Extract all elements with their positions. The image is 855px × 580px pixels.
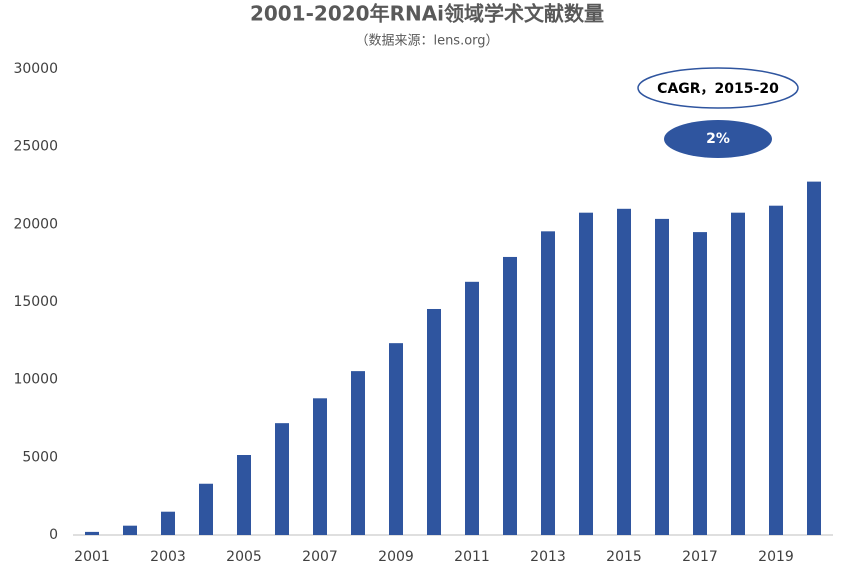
x-tick-label: 2019 [758,549,794,565]
y-tick-label: 0 [49,527,58,543]
bar [503,256,517,535]
chart-subtitle: （数据来源：lens.org） [355,34,498,49]
x-tick-label: 2001 [74,549,110,565]
bar [769,205,783,535]
bar [807,181,821,535]
y-tick-label: 25000 [13,139,58,155]
bar [693,232,707,535]
bar [579,212,593,535]
bar [313,398,327,535]
annotation-bubble [637,67,799,109]
annotation: 2% [706,131,730,147]
y-tick-label: 5000 [22,449,58,465]
bar [85,531,99,535]
annotation-bubble [664,120,772,158]
x-tick-label: 2009 [378,549,414,565]
x-tick-label: 2015 [606,549,642,565]
x-tick-label: 2005 [226,549,262,565]
bar [617,208,631,536]
y-tick-label: 30000 [13,61,58,77]
bar [351,371,365,535]
bar [427,308,441,535]
bar [161,511,175,535]
bar [465,281,479,535]
x-tick-label: 2003 [150,549,186,565]
bar [237,455,251,535]
y-tick-label: 10000 [13,372,58,388]
x-tick-label: 2013 [530,549,566,565]
y-tick-label: 20000 [13,216,58,232]
y-tick-label: 15000 [13,294,58,310]
bar [731,212,745,535]
bar [123,525,137,535]
bar [655,218,669,535]
bar [275,423,289,535]
x-tick-label: 2011 [454,549,490,565]
x-tick-label: 2007 [302,549,338,565]
x-tick-label: 2017 [682,549,718,565]
annotation: CAGR，2015-20 [657,81,779,97]
bar [199,483,213,535]
bar [541,231,555,535]
chart-title: 2001-2020年RNAi领域学术文献数量 [250,2,604,26]
bar [389,343,403,535]
